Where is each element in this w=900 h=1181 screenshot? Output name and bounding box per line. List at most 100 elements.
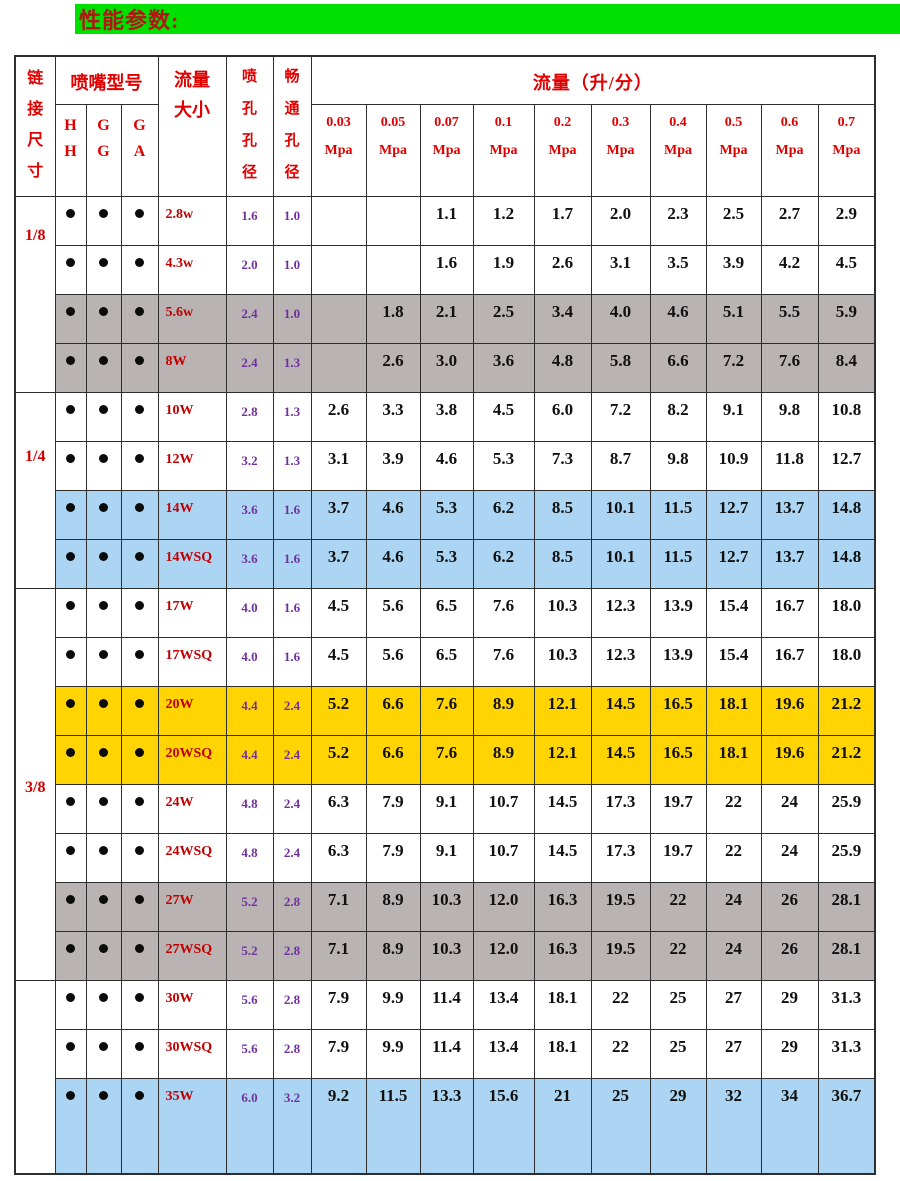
flow-value-cell: 2.1 — [419, 293, 474, 344]
pressure-unit: Mpa — [324, 142, 353, 158]
flow-value-cell: 3.0 — [419, 342, 474, 393]
flow-value-cell: 24 — [760, 832, 819, 883]
flow-value-cell: 26 — [760, 881, 819, 932]
flow-value-cell: 12.1 — [533, 734, 592, 785]
free-passage-cell: 3.2 — [272, 1077, 312, 1175]
flow-value-cell: 8.5 — [533, 538, 592, 589]
availability-dot-icon — [135, 747, 144, 757]
flow-value-cell: 16.5 — [649, 734, 707, 785]
availability-dot-icon — [99, 845, 108, 855]
nozzle-model-cell: 17WSQ — [157, 636, 227, 687]
model-availability-cell — [120, 244, 159, 295]
connection-size-cell: 1/4 — [14, 391, 56, 589]
availability-dot-icon — [66, 698, 75, 708]
header-row-1: 链接尺寸 喷嘴型号 流量 大小 喷孔孔径 畅通孔径 流量（升/分） — [14, 55, 876, 197]
flow-value-cell: 9.8 — [760, 391, 819, 442]
availability-dot-icon — [135, 208, 144, 218]
pressure-value: 0.2 — [553, 114, 572, 130]
availability-dot-icon — [135, 404, 144, 414]
flow-value-cell: 11.5 — [649, 489, 707, 540]
flow-value-cell: 10.9 — [705, 440, 762, 491]
availability-dot-icon — [135, 894, 144, 904]
flow-value-cell: 22 — [649, 881, 707, 932]
orifice-diameter-cell: 5.2 — [225, 881, 274, 932]
free-passage-cell: 1.6 — [272, 587, 312, 638]
flow-value-cell: 7.6 — [472, 587, 535, 638]
flow-value-cell: 9.9 — [365, 1028, 421, 1079]
flow-value-cell: 5.6 — [365, 636, 421, 687]
pressure-value: 0.03 — [326, 114, 351, 130]
model-availability-cell — [85, 783, 122, 834]
free-passage-cell: 1.3 — [272, 440, 312, 491]
availability-dot-icon — [66, 1041, 75, 1051]
flow-value-cell: 4.5 — [472, 391, 535, 442]
flow-value-cell: 13.9 — [649, 587, 707, 638]
flow-value-cell: 7.1 — [310, 930, 367, 981]
free-passage-cell: 2.4 — [272, 832, 312, 883]
flow-value-cell: 36.7 — [817, 1077, 876, 1175]
flow-value-cell: 26 — [760, 930, 819, 981]
table-row: 12W 3.2 1.3 3.1 3.9 4.6 5.3 7.3 8.7 9.8 10.9 11.8 12… — [15, 440, 876, 491]
flow-value-cell: 4.5 — [817, 244, 876, 295]
orifice-diameter-cell: 2.4 — [225, 342, 274, 393]
orifice-diameter-cell: 4.8 — [225, 832, 274, 883]
nozzle-model-cell: 14WSQ — [157, 538, 227, 589]
availability-dot-icon — [66, 943, 75, 953]
availability-dot-icon — [66, 208, 75, 218]
orifice-diameter-cell: 2.4 — [225, 293, 274, 344]
flow-value-cell: 2.3 — [649, 195, 707, 246]
flow-value-cell: 19.5 — [590, 930, 651, 981]
flow-value-cell: 25.9 — [817, 783, 876, 834]
flow-value-cell: 7.2 — [705, 342, 762, 393]
flow-value-cell: 31.3 — [817, 979, 876, 1030]
availability-dot-icon — [66, 502, 75, 512]
model-availability-cell — [120, 1028, 159, 1079]
pressure-value: 0.1 — [494, 114, 513, 130]
model-availability-cell — [85, 293, 122, 344]
table-row: 20WSQ 4.4 2.4 5.2 6.6 7.6 8.9 12.1 14.5 16.5 18.1 1… — [15, 734, 876, 785]
flow-value-cell: 7.6 — [419, 734, 474, 785]
flow-value-cell: 5.3 — [472, 440, 535, 491]
nozzle-model-cell: 12W — [157, 440, 227, 491]
orifice-diameter-cell: 4.0 — [225, 636, 274, 687]
flow-value-cell: 5.5 — [760, 293, 819, 344]
availability-dot-icon — [135, 257, 144, 267]
model-availability-cell — [85, 636, 122, 687]
flow-value-cell: 3.9 — [365, 440, 421, 491]
flow-value-cell: 9.1 — [419, 832, 474, 883]
model-availability-cell — [120, 538, 159, 589]
flow-value-cell: 12.7 — [705, 489, 762, 540]
flow-value-cell: 12.3 — [590, 587, 651, 638]
pressure-unit: Mpa — [832, 142, 861, 158]
flow-value-cell: 4.2 — [760, 244, 819, 295]
model-availability-cell — [120, 195, 159, 246]
orifice-diameter-cell: 4.4 — [225, 734, 274, 785]
availability-dot-icon — [66, 306, 75, 316]
flow-value-cell — [310, 244, 367, 295]
availability-dot-icon — [135, 551, 144, 561]
model-availability-cell — [120, 881, 159, 932]
flow-value-cell: 29 — [760, 979, 819, 1030]
availability-dot-icon — [135, 1041, 144, 1051]
flow-value-cell: 4.5 — [310, 636, 367, 687]
flow-value-cell: 7.3 — [533, 440, 592, 491]
model-availability-cell — [85, 734, 122, 785]
table-row: 35W 6.0 3.2 9.2 11.5 13.3 15.6 21 25 29 32 34 36.7 — [15, 1077, 876, 1175]
nozzle-model-cell: 4.3w — [157, 244, 227, 295]
availability-dot-icon — [66, 845, 75, 855]
header-pressure-column: 0.6 Mpa — [760, 103, 819, 197]
table-row: 14W 3.6 1.6 3.7 4.6 5.3 6.2 8.5 10.1 11.5 12.7 13.7… — [15, 489, 876, 540]
flow-value-cell: 24 — [705, 881, 762, 932]
model-availability-cell — [54, 587, 87, 638]
flow-value-cell: 6.2 — [472, 489, 535, 540]
free-passage-cell: 2.8 — [272, 930, 312, 981]
nozzle-model-cell: 35W — [157, 1077, 227, 1175]
availability-dot-icon — [99, 943, 108, 953]
nozzle-model-cell: 10W — [157, 391, 227, 442]
flow-value-cell: 29 — [649, 1077, 707, 1175]
model-availability-cell — [54, 783, 87, 834]
free-passage-cell: 2.4 — [272, 734, 312, 785]
flow-value-cell: 3.5 — [649, 244, 707, 295]
availability-dot-icon — [66, 992, 75, 1002]
